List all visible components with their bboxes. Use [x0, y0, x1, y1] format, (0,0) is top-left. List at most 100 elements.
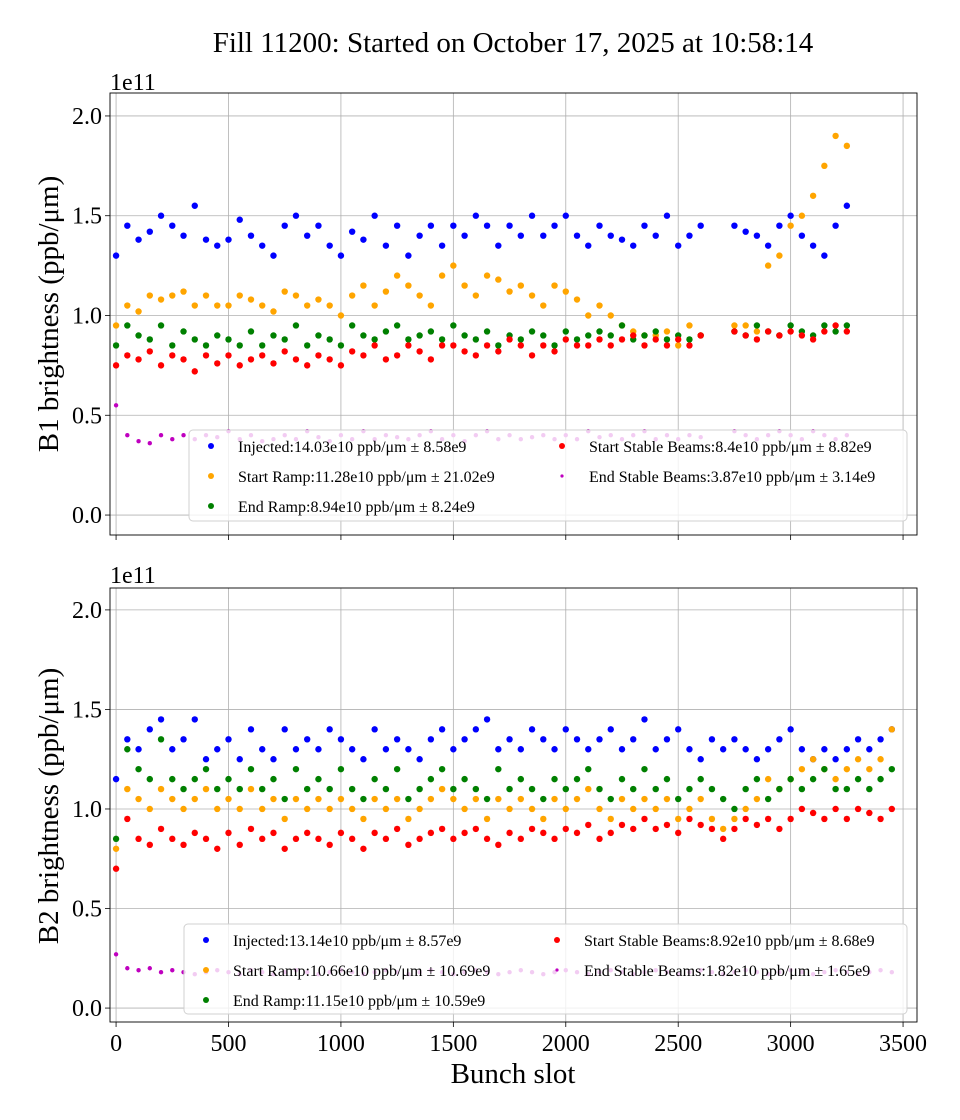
b2-data-point [753, 821, 761, 829]
b1-data-point [202, 352, 210, 359]
b2-data-point [270, 829, 277, 837]
b2-data-point [281, 815, 288, 823]
b2-data-point [450, 785, 457, 793]
b1-data-point [247, 328, 255, 335]
b2-data-point [427, 829, 435, 837]
b2-data-point [472, 785, 480, 793]
b1-data-point [438, 336, 446, 343]
b2-data-point [877, 736, 884, 743]
b2-axes-frame [109, 587, 918, 1023]
b2-data-point [292, 746, 300, 753]
b2-data-point [281, 726, 288, 733]
b2-data-point [641, 765, 648, 773]
b2-data-point [675, 726, 682, 733]
b2-data-point [124, 746, 131, 753]
b2-data-point [191, 775, 198, 783]
b1-data-point [146, 336, 153, 343]
b2-data-point [416, 785, 423, 793]
b2-data-point [393, 765, 401, 773]
b2-data-point [562, 825, 569, 833]
b1-data-point [225, 302, 232, 309]
b2-data-point [517, 746, 525, 753]
b1-data-point [753, 232, 761, 239]
b2-data-point [236, 805, 243, 813]
b2-data-point [135, 795, 142, 803]
b2-data-point [112, 865, 120, 872]
b1-data-point [202, 342, 210, 349]
b2-data-point [450, 746, 457, 753]
b1-data-point [832, 322, 839, 329]
b1-data-point [787, 328, 794, 335]
b2-data-point [652, 785, 659, 793]
b1-data-point [562, 212, 569, 219]
b1-data-point [371, 342, 378, 349]
b2-data-point [416, 835, 423, 843]
b2-data-point [854, 756, 862, 763]
b2-data-point [157, 785, 165, 793]
b1-data-point [315, 296, 322, 303]
b1-data-point [562, 288, 569, 295]
b1-data-point [540, 232, 547, 239]
b1-data-point [169, 352, 176, 359]
b1-data-point [618, 236, 626, 243]
b2-data-point [225, 775, 232, 783]
b2-data-point [225, 795, 232, 803]
b1-data-point [191, 202, 198, 209]
b1-data-point [405, 336, 412, 343]
b2-data-point [719, 746, 727, 753]
b1-data-point [315, 352, 322, 359]
b2-data-point [753, 756, 761, 763]
b2-y-tick-label: 2.0 [72, 598, 102, 624]
b1-data-point [247, 296, 255, 303]
b1-data-point [843, 322, 851, 329]
b1-data-point [157, 212, 165, 219]
b1-legend-marker [208, 443, 214, 449]
b1-data-point [214, 302, 221, 309]
b1-data-point [337, 342, 345, 349]
b1-data-point [405, 282, 412, 289]
b1-data-point [146, 292, 153, 299]
b2-data-point [573, 775, 581, 783]
b2-data-point [630, 736, 637, 743]
b1-data-point [360, 352, 367, 359]
b1-data-point [450, 222, 457, 229]
b2-data-point [573, 736, 581, 743]
b1-data-point [225, 236, 232, 243]
b1-data-point [731, 322, 738, 329]
b2-data-point [540, 736, 547, 743]
b2-data-point [393, 825, 401, 833]
b1-data-point [675, 336, 682, 343]
b1-data-point [652, 336, 659, 343]
b2-data-point [180, 785, 187, 793]
b1-data-point [416, 232, 423, 239]
b1-data-point [270, 252, 277, 259]
b2-data-point [506, 805, 513, 813]
b1-data-point [483, 342, 491, 349]
b1-data-point [158, 433, 164, 438]
b2-data-point [753, 775, 761, 783]
b2-data-point [259, 746, 266, 753]
b2-legend-entry: End Stable Beams:1.82e10 ppb/μm ± 1.65e9 [584, 963, 870, 980]
b2-legend-marker [555, 968, 559, 972]
b2-data-point [348, 746, 356, 753]
b2-legend-marker [203, 967, 209, 973]
b1-legend-entry: Start Stable Beams:8.4e10 ppb/μm ± 8.82e… [589, 439, 872, 456]
b2-data-point [360, 815, 367, 823]
b2-x-tick-label: 2500 [654, 1031, 702, 1057]
b1-legend-entry: Start Ramp:11.28e10 ppb/μm ± 21.02e9 [238, 469, 495, 486]
b2-data-point [315, 775, 322, 783]
b2-data-point [169, 795, 176, 803]
b1-data-point [157, 362, 165, 369]
b2-data-point [798, 805, 806, 813]
b1-data-point [798, 212, 806, 219]
b2-data-point [798, 765, 806, 773]
b1-data-point [596, 222, 603, 229]
b2-data-point [214, 805, 221, 813]
b2-data-point [787, 815, 794, 823]
b1-data-point [225, 336, 232, 343]
b2-data-point [832, 805, 839, 813]
b1-data-point [393, 322, 401, 329]
b2-data-point [517, 835, 525, 843]
b1-data-point [405, 252, 412, 259]
